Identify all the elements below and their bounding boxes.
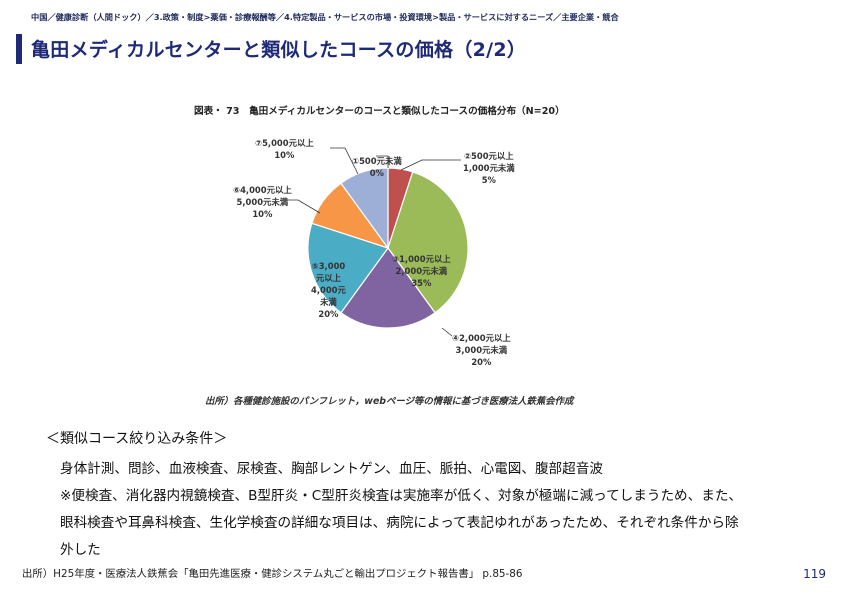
- pie-label-3: ③1,000元以上 2,000元未満 35%: [392, 254, 451, 288]
- condition-line: 身体計測、問診、血液検査、尿検査、胸部レントゲン、血圧、脈拍、心電図、腹部超音波: [60, 461, 603, 477]
- condition-line: ※便検査、消化器内視鏡検査、B型肝炎・C型肝炎検査は実施率が低く、対象が極端に減…: [60, 488, 743, 504]
- pie-slice-7: [340, 167, 389, 250]
- figure-title: 図表・ 73 亀田メディカルセンターのコースと類似したコースの価格分布（N=20…: [194, 106, 565, 117]
- leader-line-6: [280, 199, 321, 214]
- pie-label-6: ⑥4,000元以上 5,000元未満 10%: [233, 185, 292, 219]
- page-title: 亀田メディカルセンターと類似したコースの価格（2/2）: [31, 39, 527, 61]
- leader-line-1: [376, 155, 389, 168]
- pie-label-4: ④2,000元以上 3,000元未満 20%: [452, 333, 511, 367]
- pie-chart: [280, 147, 469, 337]
- condition-line: 外した: [60, 542, 101, 558]
- pie-slice-5: [307, 222, 389, 314]
- pie-label-1: ①500元未満 0%: [352, 156, 402, 178]
- leader-line-2: [400, 159, 461, 171]
- pie-label-7: ⑦5,000元以上 10%: [255, 138, 314, 160]
- breadcrumb: 中国／健康診断（人間ドック）／3.政策・制度>薬価・診療報酬等／4.特定製品・サ…: [31, 12, 619, 22]
- pie-label-5: ⑤3,000 元以上 4,000元 未満 20%: [311, 261, 346, 319]
- leader-line-4: [441, 327, 453, 337]
- condition-line: 眼科検査や耳鼻科検査、生化学検査の詳細な項目は、病院によって表記ゆれがあったため…: [60, 515, 739, 531]
- title-accent-bar: [16, 34, 22, 64]
- page-number: 119: [803, 567, 826, 581]
- conditions-heading: ＜類似コース絞り込み条件＞: [46, 431, 228, 447]
- footer-source: 出所）H25年度・医療法人鉄蕉会「亀田先進医療・健診システム丸ごと輸出プロジェク…: [22, 568, 523, 580]
- pie-slice-4: [340, 246, 436, 329]
- leader-line-7: [330, 147, 359, 175]
- pie-label-2: ②500元以上 1,000元未満 5%: [463, 151, 515, 185]
- pie-slice-3: [387, 171, 469, 314]
- figure-source: 出所）各種健診施設のパンフレット，webページ等の情報に基づき医療法人鉄蕉会作成: [205, 396, 574, 407]
